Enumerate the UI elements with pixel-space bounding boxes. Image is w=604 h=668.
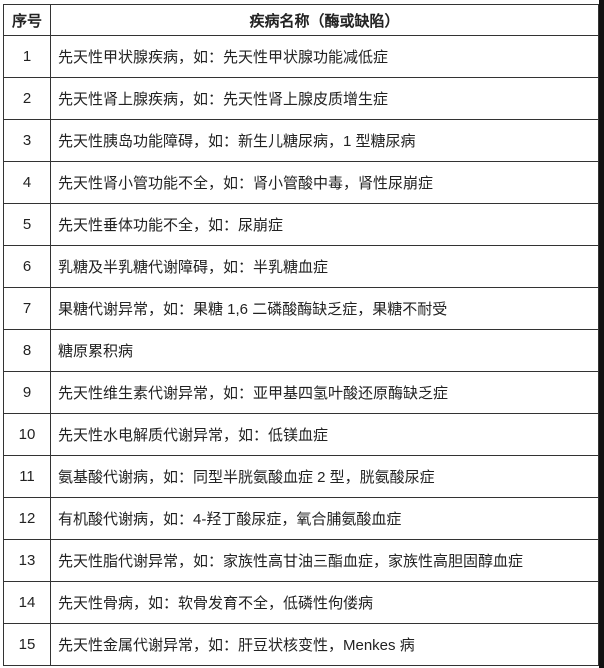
table-row: 5 先天性垂体功能不全，如：尿崩症 xyxy=(3,203,599,246)
table-row: 8 糖原累积病 xyxy=(3,329,599,372)
table-row: 7 果糖代谢异常，如：果糖 1,6 二磷酸酶缺乏症，果糖不耐受 xyxy=(3,287,599,330)
row-disease-name: 先天性肾小管功能不全，如：肾小管酸中毒，肾性尿崩症 xyxy=(50,161,599,204)
row-index: 10 xyxy=(3,413,51,456)
row-index: 1 xyxy=(3,35,51,78)
table-row: 14 先天性骨病，如：软骨发育不全，低磷性佝偻病 xyxy=(3,581,599,624)
row-disease-name: 先天性胰岛功能障碍，如：新生儿糖尿病，1 型糖尿病 xyxy=(50,119,599,162)
row-index: 12 xyxy=(3,497,51,540)
row-index: 7 xyxy=(3,287,51,330)
row-disease-name: 糖原累积病 xyxy=(50,329,599,372)
row-index: 2 xyxy=(3,77,51,120)
table-row: 6 乳糖及半乳糖代谢障碍，如：半乳糖血症 xyxy=(3,245,599,288)
row-index: 13 xyxy=(3,539,51,582)
row-disease-name: 先天性脂代谢异常，如：家族性高甘油三酯血症，家族性高胆固醇血症 xyxy=(50,539,599,582)
row-index: 15 xyxy=(3,623,51,666)
row-index: 5 xyxy=(3,203,51,246)
row-disease-name: 先天性维生素代谢异常，如：亚甲基四氢叶酸还原酶缺乏症 xyxy=(50,371,599,414)
row-index: 3 xyxy=(3,119,51,162)
header-disease-name: 疾病名称（酶或缺陷） xyxy=(50,4,599,36)
table-row: 11 氨基酸代谢病，如：同型半胱氨酸血症 2 型，胱氨酸尿症 xyxy=(3,455,599,498)
row-index: 11 xyxy=(3,455,51,498)
table-row: 9 先天性维生素代谢异常，如：亚甲基四氢叶酸还原酶缺乏症 xyxy=(3,371,599,414)
row-index: 6 xyxy=(3,245,51,288)
row-disease-name: 先天性骨病，如：软骨发育不全，低磷性佝偻病 xyxy=(50,581,599,624)
row-disease-name: 先天性垂体功能不全，如：尿崩症 xyxy=(50,203,599,246)
header-index: 序号 xyxy=(3,4,51,36)
table-row: 13 先天性脂代谢异常，如：家族性高甘油三酯血症，家族性高胆固醇血症 xyxy=(3,539,599,582)
table-row: 4 先天性肾小管功能不全，如：肾小管酸中毒，肾性尿崩症 xyxy=(3,161,599,204)
table-row: 15 先天性金属代谢异常，如：肝豆状核变性，Menkes 病 xyxy=(3,623,599,666)
row-disease-name: 乳糖及半乳糖代谢障碍，如：半乳糖血症 xyxy=(50,245,599,288)
table-row: 1 先天性甲状腺疾病，如：先天性甲状腺功能减低症 xyxy=(3,35,599,78)
row-disease-name: 氨基酸代谢病，如：同型半胱氨酸血症 2 型，胱氨酸尿症 xyxy=(50,455,599,498)
row-disease-name: 有机酸代谢病，如：4-羟丁酸尿症，氧合脯氨酸血症 xyxy=(50,497,599,540)
table-row: 12 有机酸代谢病，如：4-羟丁酸尿症，氧合脯氨酸血症 xyxy=(3,497,599,540)
disease-table: 序号 疾病名称（酶或缺陷） 1 先天性甲状腺疾病，如：先天性甲状腺功能减低症 2 先天… xyxy=(3,4,599,666)
row-index: 9 xyxy=(3,371,51,414)
right-edge-bar xyxy=(599,0,604,668)
table-row: 3 先天性胰岛功能障碍，如：新生儿糖尿病，1 型糖尿病 xyxy=(3,119,599,162)
row-disease-name: 先天性水电解质代谢异常，如：低镁血症 xyxy=(50,413,599,456)
row-disease-name: 先天性甲状腺疾病，如：先天性甲状腺功能减低症 xyxy=(50,35,599,78)
row-disease-name: 果糖代谢异常，如：果糖 1,6 二磷酸酶缺乏症，果糖不耐受 xyxy=(50,287,599,330)
row-disease-name: 先天性肾上腺疾病，如：先天性肾上腺皮质增生症 xyxy=(50,77,599,120)
table-row: 2 先天性肾上腺疾病，如：先天性肾上腺皮质增生症 xyxy=(3,77,599,120)
row-index: 8 xyxy=(3,329,51,372)
table-header-row: 序号 疾病名称（酶或缺陷） xyxy=(3,4,599,36)
table-row: 10 先天性水电解质代谢异常，如：低镁血症 xyxy=(3,413,599,456)
row-disease-name: 先天性金属代谢异常，如：肝豆状核变性，Menkes 病 xyxy=(50,623,599,666)
row-index: 14 xyxy=(3,581,51,624)
row-index: 4 xyxy=(3,161,51,204)
